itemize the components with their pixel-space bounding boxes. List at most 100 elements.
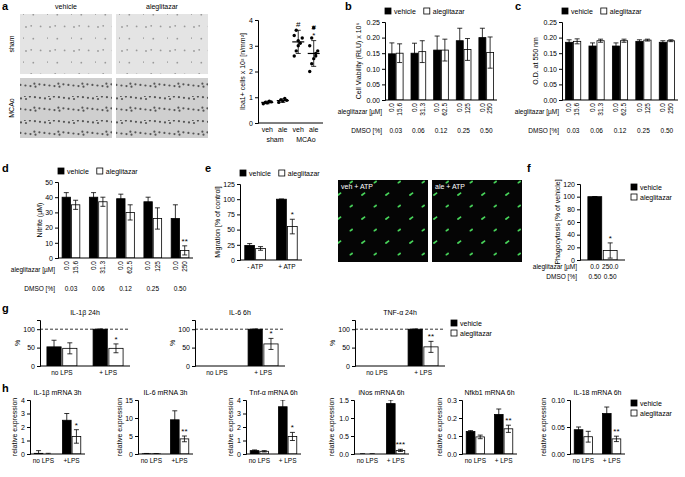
chart: *01234relative expressionno LPS+LPSIL-1β… (11, 389, 85, 464)
tick-mark (351, 436, 354, 437)
bar (597, 41, 604, 100)
tick-mark (243, 414, 246, 415)
bar (620, 41, 627, 100)
tick-label: 0 (249, 120, 253, 127)
error-bar (290, 432, 295, 440)
category-label: +LPS (64, 457, 81, 464)
y-tick: 0 (237, 451, 246, 458)
tick-mark (55, 258, 58, 259)
tick-label: 1.0 (339, 415, 349, 422)
y-tick: 0 (231, 257, 240, 264)
error-bar (442, 39, 447, 61)
tick-mark (577, 184, 580, 185)
error-bar (614, 436, 619, 441)
y-tick: 100 (223, 196, 240, 203)
tick-label: 3 (249, 42, 253, 49)
tick-label: 0 (346, 363, 350, 370)
y-tick: 20 (45, 224, 58, 231)
y-axis-title: Migration [% of control] (214, 186, 222, 258)
significance: * (609, 234, 612, 243)
row-label: DMSO [%] (546, 273, 577, 281)
y-tick: 0.00 (551, 451, 570, 458)
category-label: no LPS (51, 369, 73, 376)
y-axis-title: relative expression (116, 398, 124, 456)
tick-mark (27, 441, 30, 442)
group-label: sham (266, 136, 283, 143)
x-axis-line (462, 454, 517, 455)
y-tick: 0 (186, 363, 195, 370)
legend-swatch (562, 8, 568, 14)
tick-label: 0.20 (366, 34, 380, 41)
y-axis-title: relative expression (540, 398, 548, 456)
legend-label: vehicle (640, 400, 662, 407)
error-bar (100, 197, 105, 206)
chart: *01234relative expressionno LPS+ LPSTnf-… (227, 389, 301, 464)
tick-mark (255, 72, 258, 73)
category-label: no LPS (249, 457, 271, 464)
category-label: + LPS (414, 369, 433, 376)
bar-label: 0.50 (604, 273, 617, 280)
tick-mark (135, 454, 138, 455)
tick-mark (559, 22, 562, 23)
error-bar (660, 41, 665, 44)
bar-label: 0.0 (612, 103, 619, 112)
image-label: veh + ATP (341, 183, 373, 190)
chart-title: IL-18 mRNA 6h (574, 389, 622, 396)
y-tick: 1 (21, 437, 30, 444)
error-bar (608, 243, 613, 258)
tick-mark (352, 329, 355, 330)
y-tick: 0.05 (551, 424, 570, 431)
y-axis: 0.00.51.01.5 (339, 397, 354, 458)
point (314, 54, 317, 57)
plot-area (142, 411, 189, 454)
tick-mark (27, 454, 30, 455)
tick-mark (255, 97, 258, 98)
tick-mark (37, 366, 40, 367)
bar-label: 0.0 (589, 103, 596, 112)
category-label: + LPS (387, 457, 406, 464)
tick-mark (459, 454, 462, 455)
tick-label: 0.05 (551, 424, 565, 431)
tick-mark (237, 214, 240, 215)
category-label: +LPS (172, 457, 189, 464)
y-tick: 0.5 (339, 433, 354, 440)
error-bar (496, 409, 501, 420)
bar-label: 0.0 (117, 261, 124, 270)
y-axis: 0.000.050.100.150.200.25 (366, 19, 385, 104)
significance: * (269, 329, 272, 338)
fluorescence-image (338, 180, 428, 262)
bar (117, 199, 125, 258)
significance: ** (505, 416, 511, 425)
panel-letter: b (345, 0, 352, 12)
tick-mark (567, 400, 570, 401)
y-tick: 0.15 (366, 50, 385, 57)
plot-area (250, 400, 297, 454)
error-bar (265, 101, 270, 104)
tick-mark (382, 53, 385, 54)
error-bar (296, 30, 301, 53)
tick-mark (559, 69, 562, 70)
chart: **01020304050Nitrite (µM)0.015.60.031.30… (11, 168, 193, 293)
error-bar (397, 44, 402, 63)
chart-title: IL-6 6h (229, 309, 251, 316)
x-axis-line (195, 366, 285, 367)
y-axis-line (459, 401, 463, 455)
panel-letter: f (527, 162, 531, 174)
tick-label: 120 (563, 181, 575, 188)
y-tick: 5 (129, 433, 138, 440)
bar (574, 430, 583, 454)
tick-label: 50 (45, 179, 53, 186)
tick-label: 50 (342, 344, 350, 351)
bar (89, 197, 97, 258)
micrograph-image (116, 78, 208, 138)
plot-area (245, 199, 297, 260)
significance: ** (181, 427, 187, 436)
y-tick: 1 (237, 437, 246, 444)
legend-swatch (97, 168, 103, 174)
chart: **0.000.050.10relative expressionno LPS+… (540, 389, 672, 464)
tick-label: 0.00 (543, 97, 557, 104)
category-label: 0.25 (146, 285, 159, 292)
x-axis-line (570, 454, 625, 455)
error-bar (468, 431, 473, 433)
plot-area (466, 409, 513, 454)
